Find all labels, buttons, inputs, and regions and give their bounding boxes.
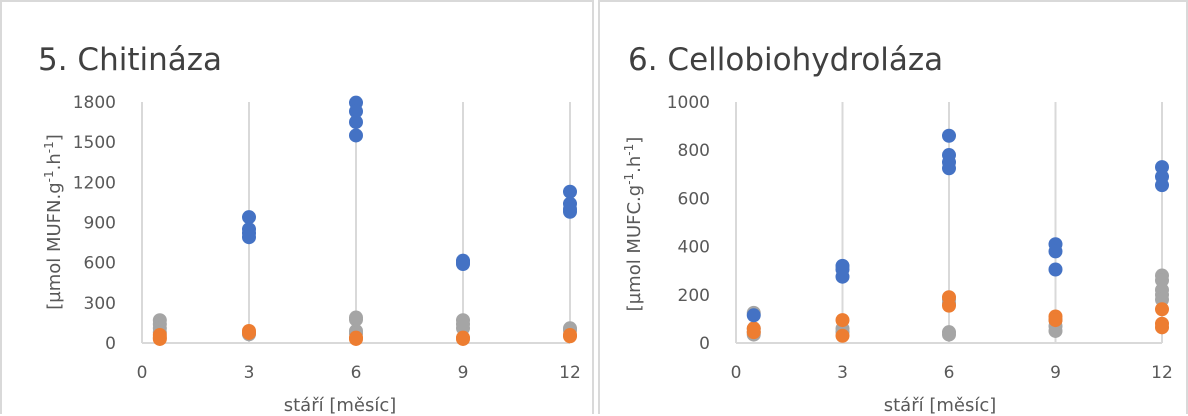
y-tick-label: 600	[678, 189, 710, 209]
data-point-orange	[835, 328, 850, 343]
y-tick-label: 1500	[73, 133, 116, 153]
chart-panel-cellobiohydrolaza: 6. Cellobiohydroláza 0 3 6 9 12 0 200 400 600 800…	[598, 0, 1188, 416]
chart-chitinaza: 5. Chitináza 0 3 6 9 12 0 300 600 900 1200 1500 180…	[38, 42, 581, 416]
x-tick-label: 9	[458, 363, 469, 383]
data-point-blue	[456, 257, 470, 272]
data-point-blue	[942, 161, 956, 176]
x-tick-label: 3	[837, 363, 848, 383]
x-tick-label: 0	[137, 363, 148, 383]
data-point-orange	[563, 329, 577, 344]
data-point-orange	[349, 331, 363, 346]
data-point-orange	[835, 313, 850, 328]
y-tick-label: 1000	[667, 93, 710, 113]
x-tick-label: 9	[1050, 363, 1061, 383]
chart-title: 6. Cellobiohydroláza	[628, 42, 943, 78]
y-tick-label: 300	[84, 294, 116, 314]
data-point-orange	[942, 298, 956, 313]
y-axis-label: [µmol MUFC.g-1.h-1]	[622, 137, 645, 312]
data-point-blue	[1048, 244, 1063, 259]
data-point-blue	[1155, 178, 1169, 193]
y-tick-label: 600	[84, 254, 116, 274]
data-point-blue	[242, 210, 256, 225]
x-tick-label: 3	[244, 363, 255, 383]
data-point-blue	[563, 204, 577, 219]
data-point-gray	[1048, 323, 1063, 338]
y-tick-label: 1800	[73, 93, 116, 113]
data-point-gray	[349, 312, 363, 327]
y-axis-label: [µmol MUFN.g-1.h-1]	[42, 134, 65, 310]
data-point-blue	[942, 128, 956, 143]
data-point-blue	[349, 104, 363, 119]
y-tick-label: 900	[84, 214, 116, 234]
y-tick-label: 800	[678, 141, 710, 161]
x-axis-label: stáří [měsíc]	[284, 395, 397, 416]
data-point-orange	[1048, 313, 1063, 328]
data-point-blue	[349, 128, 363, 143]
x-axis-label: stáří [měsíc]	[884, 395, 997, 416]
data-point-blue	[349, 115, 363, 130]
x-tick-label: 12	[1151, 363, 1173, 383]
y-tick-label: 400	[678, 238, 710, 258]
data-point-gray	[1155, 273, 1169, 288]
data-point-blue	[746, 308, 761, 323]
data-point-blue	[1155, 160, 1169, 175]
x-tick-label: 6	[351, 363, 362, 383]
data-point-orange	[242, 325, 256, 340]
chart-title: 5. Chitináza	[38, 42, 222, 78]
data-point-blue	[1048, 262, 1063, 277]
data-point-orange	[456, 331, 470, 346]
y-tick-label: 1200	[73, 173, 116, 193]
data-point-blue	[242, 230, 256, 245]
data-point-orange	[1155, 320, 1169, 335]
data-point-blue	[835, 269, 850, 284]
x-tick-label: 0	[731, 363, 742, 383]
x-tick-label: 12	[559, 363, 581, 383]
data-point-orange	[1155, 302, 1169, 317]
chart-cellobiohydrolaza: 6. Cellobiohydroláza 0 3 6 9 12 0 200 400 600 800…	[622, 42, 1173, 416]
y-tick-label: 200	[678, 286, 710, 306]
y-tick-label: 0	[699, 334, 710, 354]
x-tick-label: 6	[944, 363, 955, 383]
data-point-gray	[1155, 292, 1169, 307]
data-point-orange	[152, 331, 167, 346]
y-tick-label: 0	[105, 334, 116, 354]
chart-panel-chitinaza: 5. Chitináza 0 3 6 9 12 0 300 600 900 1200 1500 180…	[0, 0, 594, 416]
data-point-gray	[942, 327, 956, 342]
data-point-blue	[563, 184, 577, 199]
data-point-orange	[746, 325, 761, 340]
